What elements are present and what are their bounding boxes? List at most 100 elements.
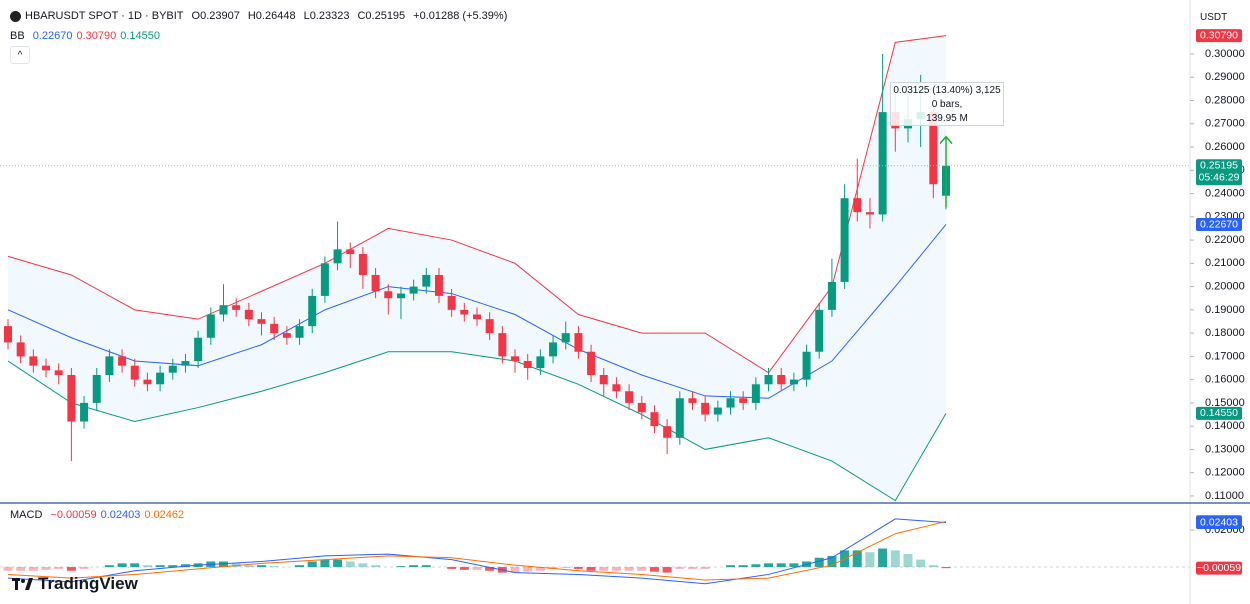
candle-body (536, 356, 545, 369)
candle-body (92, 374, 101, 403)
candle-body (257, 319, 266, 324)
histogram-bar (687, 567, 697, 569)
price-badge-label: 0.25195 (1200, 160, 1238, 172)
currency[interactable]: USDT (1200, 12, 1228, 23)
histogram-bar (535, 567, 545, 571)
candle-body (663, 426, 672, 438)
ohlc-key: H (247, 10, 256, 22)
ohlc-value: 0.23323 (309, 10, 350, 22)
histogram-bar (218, 561, 228, 568)
macd-line (7, 518, 947, 585)
candle-body (701, 402, 710, 415)
indicator-name: MACD (10, 509, 43, 521)
candle-body (473, 314, 481, 320)
symbol[interactable]: HBARUSDT SPOT · 1D · BYBIT (25, 10, 184, 22)
y-tick-label: 0.24000 (1205, 187, 1245, 199)
indicator-name: BB (10, 30, 25, 42)
macd-legend: MACD −0.00059 0.02403 0.02462 (10, 509, 184, 521)
histogram-bar (307, 561, 317, 568)
price-badge (1196, 29, 1242, 43)
logo: TradingView (12, 574, 138, 594)
countdown: 05:46:29 (1199, 172, 1240, 184)
y-tick-label: 0.20000 (1205, 280, 1245, 292)
candle-body (194, 337, 203, 362)
change: +0.01288 (+5.39%) (413, 10, 508, 22)
y-tick-label: 0.14000 (1205, 420, 1245, 432)
histogram-bar (548, 567, 558, 569)
price-badge-label: 0.14550 (1200, 407, 1238, 419)
histogram-bar (28, 567, 38, 571)
candle-body (498, 333, 507, 357)
candle-body (827, 281, 836, 310)
indicator-value: 0.14550 (120, 30, 160, 42)
candle-body (929, 112, 938, 185)
y-tick-label: 0.29000 (1205, 71, 1245, 83)
price-badge (1196, 516, 1242, 530)
histogram-bar (421, 565, 431, 568)
histogram-bar (776, 563, 786, 568)
candle-body (485, 319, 494, 334)
band-line (7, 224, 947, 399)
axis-bg (1190, 0, 1250, 604)
histogram-bar (700, 567, 710, 569)
candle-body (168, 365, 177, 373)
band-line (7, 35, 947, 374)
candle-body (206, 314, 215, 338)
indicator-value: −0.00059 (50, 509, 97, 521)
histogram-bar (878, 548, 888, 568)
histogram-bar (637, 567, 647, 571)
candle-body (4, 326, 12, 343)
ohlc-value: 0.26448 (255, 10, 296, 22)
histogram-bar (764, 563, 774, 568)
candle-body (371, 274, 380, 292)
ohlc-key: C (357, 10, 366, 22)
histogram-bar (890, 550, 900, 568)
histogram-bar (295, 565, 305, 568)
candle-body (587, 351, 596, 375)
candle-body (574, 333, 583, 352)
candle-body (523, 361, 532, 369)
candle-body (181, 361, 190, 366)
histogram-bar (41, 567, 51, 570)
candle-body (358, 254, 367, 275)
histogram-bar (16, 567, 26, 571)
candle-body (282, 333, 291, 338)
candle-body (308, 295, 317, 327)
candle-body (105, 356, 114, 375)
y-tick-label: 0.22000 (1205, 234, 1245, 246)
candle-body (865, 212, 874, 215)
candle-body (118, 356, 127, 366)
histogram-bar (903, 554, 913, 568)
histogram-bar (333, 559, 343, 568)
histogram-bar (561, 567, 571, 568)
collapse-button[interactable]: ^ (10, 46, 30, 64)
candle-body (447, 295, 456, 310)
symbol-icon (10, 10, 21, 22)
histogram-bar (320, 559, 330, 568)
candle-body (802, 351, 811, 380)
histogram-bar (396, 566, 406, 568)
candle-body (840, 198, 849, 282)
histogram-bar (371, 565, 381, 568)
y-tick-label: 0.11000 (1205, 490, 1244, 502)
histogram-bar (79, 567, 89, 569)
logo-text: TradingView (38, 574, 138, 593)
y-tick-label: 0.19000 (1205, 304, 1245, 316)
histogram-bar (168, 565, 178, 568)
candle-body (143, 379, 152, 385)
histogram-bar (827, 555, 837, 568)
histogram-bar (66, 567, 76, 571)
histogram-bar (269, 566, 279, 568)
indicator-value: 0.22670 (32, 30, 73, 42)
histogram-bar (104, 565, 114, 568)
y-tick-label: 0.12000 (1205, 467, 1245, 479)
histogram-bar (523, 567, 533, 572)
price-badge (1196, 217, 1242, 231)
candle-body (460, 309, 469, 315)
candle-body (346, 249, 355, 255)
measure-arrow (939, 135, 953, 208)
candle-body (16, 342, 25, 357)
y-tick-label: 0.21000 (1205, 257, 1245, 269)
